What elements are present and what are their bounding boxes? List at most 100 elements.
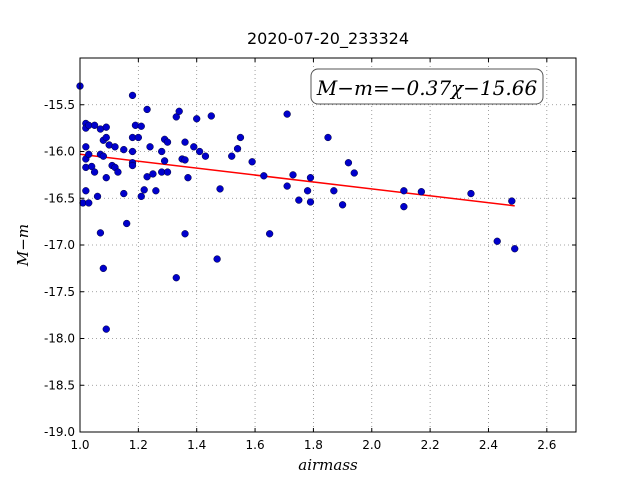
x-axis-label: airmass [298, 456, 358, 474]
data-point [233, 145, 242, 153]
data-point [93, 192, 102, 201]
data-point [90, 168, 99, 176]
x-tick-labels: 1.0 1.2 1.4 1.6 1.8 2.0 2.2 2.4 2.6 [70, 438, 556, 452]
data-point [102, 133, 110, 142]
data-point [85, 199, 93, 207]
data-point [137, 122, 145, 130]
data-point [201, 152, 210, 160]
data-point [152, 187, 160, 195]
data-point [82, 187, 90, 195]
data-point [137, 192, 145, 201]
data-point [102, 325, 110, 333]
data-point [181, 156, 189, 164]
data-point [143, 105, 151, 114]
data-point [123, 219, 131, 228]
data-point [128, 91, 137, 100]
data-point [128, 147, 137, 156]
y-tick-label: -15.5 [44, 98, 75, 112]
data-point [228, 152, 236, 160]
data-point [289, 171, 297, 179]
data-point [172, 274, 180, 282]
y-tick-label: -16.5 [44, 191, 75, 205]
fit-line [79, 153, 515, 207]
data-point [306, 198, 315, 206]
data-point [143, 173, 151, 181]
x-tick-label: 1.4 [187, 438, 206, 452]
data-point [181, 230, 189, 238]
data-point [330, 187, 338, 195]
data-point [283, 110, 291, 118]
data-point [158, 147, 166, 156]
data-point [400, 203, 408, 211]
data-point [467, 189, 475, 198]
data-point [140, 186, 148, 194]
data-point [163, 138, 172, 146]
data-point [114, 168, 122, 176]
data-point [181, 138, 189, 146]
data-point [350, 169, 358, 177]
fit-equation: M−m=−0.37χ−15.66 [316, 76, 538, 100]
data-point [400, 187, 408, 195]
data-point [207, 112, 215, 120]
data-point [190, 143, 198, 151]
x-tick-label: 2.6 [537, 438, 556, 452]
y-tick-label: -18.5 [44, 378, 75, 392]
data-point [172, 113, 180, 121]
data-point [102, 174, 110, 182]
data-point [248, 158, 256, 166]
data-point [324, 133, 332, 142]
x-tick-label: 2.2 [421, 438, 440, 452]
grid [79, 58, 576, 433]
data-point [344, 159, 353, 167]
x-tick-label: 1.6 [246, 438, 265, 452]
data-point [163, 168, 172, 176]
data-point [146, 143, 154, 151]
data-points [76, 82, 519, 333]
data-point [102, 123, 110, 131]
y-tick-label: -19.0 [44, 425, 75, 439]
data-point [508, 197, 516, 205]
y-tick-label: -17.5 [44, 285, 75, 299]
fit-equation-box: M−m=−0.37χ−15.66 [310, 68, 544, 105]
x-tick-label: 1.8 [304, 438, 323, 452]
data-point [88, 162, 96, 171]
y-tick-labels: -15.5 -16.0 -16.5 -17.0 -17.5 -18.0 -18.5 -19.0 [44, 98, 75, 439]
y-tick-label: -17.0 [44, 238, 75, 252]
x-tick-label: 1.2 [129, 438, 148, 452]
fit-line-group [79, 153, 515, 207]
data-point [417, 188, 426, 196]
y-tick-label: -16.0 [44, 145, 75, 159]
data-point [193, 115, 201, 123]
data-point [99, 152, 107, 160]
data-point [128, 161, 137, 170]
data-point [120, 145, 128, 154]
data-point [111, 143, 119, 151]
data-point [184, 174, 192, 182]
x-tick-label: 2.0 [362, 438, 381, 452]
data-point [99, 264, 107, 273]
data-point [511, 245, 519, 253]
data-point [96, 229, 105, 237]
fit-equation-frame [310, 68, 544, 105]
data-point [493, 237, 501, 245]
data-point [260, 172, 268, 180]
chart-title: 2020-07-20_233324 [247, 29, 409, 49]
data-point [303, 187, 312, 195]
data-point [120, 189, 128, 198]
x-tick-label: 1.0 [70, 438, 89, 452]
data-point [85, 150, 93, 158]
data-point [216, 185, 224, 193]
data-point [338, 201, 347, 209]
data-point [82, 143, 90, 151]
data-point [306, 174, 315, 182]
tick-marks [79, 58, 576, 433]
data-point [236, 133, 245, 142]
x-tick-label: 2.4 [479, 438, 498, 452]
data-point [283, 182, 291, 190]
data-point [160, 157, 169, 165]
y-axis-label: M−m [14, 224, 32, 267]
data-point [195, 147, 204, 156]
y-tick-label: -18.0 [44, 332, 75, 346]
data-point [295, 196, 303, 204]
data-point [265, 230, 274, 238]
